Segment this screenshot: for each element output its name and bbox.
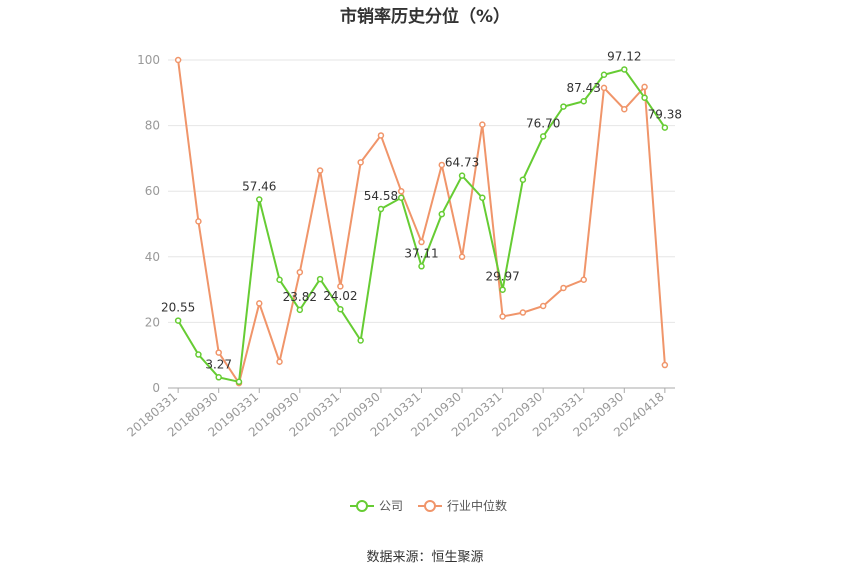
legend[interactable]: 公司 行业中位数 [350, 498, 507, 513]
data-point [276, 276, 283, 284]
data-point [479, 194, 486, 202]
data-label: 3.27 [205, 357, 232, 371]
data-point [479, 121, 486, 128]
data-point [621, 105, 628, 113]
data-label: 54.58 [364, 189, 398, 203]
data-point [357, 337, 364, 344]
data-point [357, 159, 364, 166]
data-label: 24.02 [323, 289, 357, 303]
data-point [337, 283, 344, 290]
data-point [215, 374, 222, 381]
data-point [539, 302, 547, 310]
legend-marker [424, 500, 436, 512]
data-point [519, 309, 527, 316]
chart-title: 市销率历史分位（%） [339, 7, 511, 27]
data-point [235, 378, 243, 386]
data-point [560, 284, 567, 292]
data-point [377, 205, 385, 213]
data-source-note: 数据来源：恒生聚源 [366, 550, 484, 565]
data-point [418, 263, 425, 270]
data-point [580, 276, 587, 284]
data-label: 37.11 [404, 246, 438, 260]
data-label: 57.46 [242, 180, 276, 194]
legend-label: 行业中位数 [447, 498, 507, 513]
data-label: 20.55 [161, 301, 195, 315]
data-label: 23.82 [283, 290, 317, 304]
data-point [560, 103, 567, 110]
y-tick-label: 0 [152, 381, 160, 395]
data-point [256, 300, 263, 307]
data-point [296, 306, 304, 314]
gridlines [168, 59, 675, 323]
data-point [600, 84, 608, 92]
data-point [316, 167, 324, 174]
data-point [499, 286, 506, 293]
y-tick-label: 100 [137, 53, 160, 67]
data-point [195, 218, 202, 225]
data-point [337, 305, 344, 313]
y-tick-label: 20 [145, 315, 160, 329]
data-point [661, 124, 669, 131]
data-point [661, 361, 669, 369]
data-point [600, 71, 608, 79]
y-tick-label: 80 [145, 119, 160, 133]
y-tick-label: 60 [145, 184, 160, 198]
data-label: 64.73 [445, 156, 479, 170]
data-point [316, 275, 324, 283]
data-point [438, 161, 446, 169]
data-point [519, 176, 527, 183]
data-point [174, 56, 182, 64]
data-point [499, 313, 506, 320]
data-point [458, 172, 466, 179]
data-point [418, 238, 425, 246]
data-point [438, 210, 446, 218]
data-point [580, 97, 587, 105]
data-point [256, 196, 263, 203]
data-point [397, 194, 405, 202]
data-label: 29.97 [485, 270, 519, 284]
data-point [296, 268, 304, 276]
y-tick-label: 40 [145, 250, 160, 264]
data-label: 79.38 [648, 108, 682, 122]
data-point [641, 83, 648, 91]
legend-marker [356, 500, 368, 512]
data-label: 97.12 [607, 49, 641, 63]
data-point [195, 351, 202, 358]
data-point [397, 187, 405, 195]
data-point [377, 132, 385, 139]
x-axis: 2018033120180930201903312019093020200331… [124, 387, 675, 440]
data-point [621, 66, 628, 73]
line-chart: 0 20 40 60 80 100 201803312018093020190331201… [124, 49, 682, 513]
data-point [458, 253, 466, 261]
data-labels: 20.55 3.27 57.46 23.82 24.02 54.58 37.11 64.73 2… [161, 49, 682, 371]
series-line-1 [177, 59, 666, 386]
data-label: 87.43 [567, 81, 601, 95]
y-axis-ticks: 0 20 40 60 80 100 [137, 53, 160, 395]
data-point [641, 94, 648, 101]
data-point [215, 349, 222, 356]
data-label: 76.70 [526, 116, 560, 130]
series-lines [174, 56, 669, 387]
data-point [539, 133, 547, 140]
data-point [276, 358, 283, 366]
data-point [174, 317, 182, 324]
legend-label: 公司 [379, 499, 403, 513]
